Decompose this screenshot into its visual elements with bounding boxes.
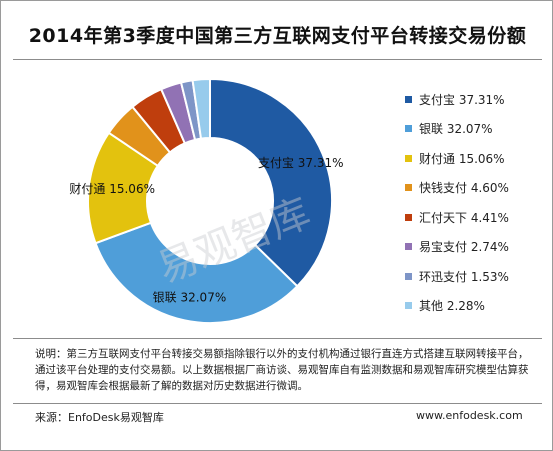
legend-item-3: 快钱支付 4.60% bbox=[405, 179, 509, 197]
legend-item-5: 易宝支付 2.74% bbox=[405, 238, 509, 256]
legend-swatch-7 bbox=[405, 302, 412, 309]
chart-title: 2014年第3季度中国第三方互联网支付平台转接交易份额 bbox=[28, 25, 527, 47]
legend-swatch-0 bbox=[405, 95, 412, 103]
legend-swatch-6 bbox=[405, 272, 412, 280]
legend-swatch-5 bbox=[405, 243, 412, 250]
data-label-1: 银联 32.07% bbox=[153, 290, 227, 304]
legend-swatch-3 bbox=[405, 184, 412, 191]
pie-slice-7 bbox=[191, 77, 211, 140]
legend-item-4: 汇付天下 4.41% bbox=[405, 208, 509, 226]
legend-item-6: 环迅支付 1.53% bbox=[405, 267, 509, 285]
legend-item-7: 其他 2.28% bbox=[405, 297, 485, 315]
legend-swatch-1 bbox=[405, 125, 412, 132]
legend-item-0: 支付宝 37.31% bbox=[405, 90, 505, 108]
legend-label-0: 支付宝 37.31% bbox=[419, 92, 505, 107]
chart-note: 说明：第三方互联网支付平台转接交易额指除银行以外的支付机构通过银行直连方式搭建互… bbox=[35, 348, 529, 392]
legend-item-1: 银联 32.07% bbox=[405, 120, 493, 138]
data-label-2: 财付通 15.06% bbox=[69, 182, 155, 196]
legend-label-3: 快钱支付 4.60% bbox=[419, 181, 509, 195]
donut-chart: 易观智库 支付宝 37.31%银联 32.07%财付通 15.06% bbox=[69, 77, 344, 324]
legend-label-6: 环迅支付 1.53% bbox=[419, 269, 509, 284]
legend-label-4: 汇付天下 4.41% bbox=[419, 210, 509, 225]
pie-slice-1 bbox=[94, 221, 299, 324]
data-label-0: 支付宝 37.31% bbox=[258, 156, 344, 170]
title-divider bbox=[13, 59, 542, 60]
legend-item-2: 财付通 15.06% bbox=[405, 149, 505, 167]
note-divider-top bbox=[13, 338, 542, 339]
legend-label-5: 易宝支付 2.74% bbox=[419, 240, 509, 254]
legend-label-7: 其他 2.28% bbox=[419, 299, 485, 313]
legend-label-2: 财付通 15.06% bbox=[419, 151, 505, 166]
pie-slice-0 bbox=[209, 77, 333, 288]
legend-swatch-2 bbox=[405, 154, 412, 162]
website-text: www.enfodesk.com bbox=[416, 409, 523, 422]
legend-swatch-4 bbox=[405, 213, 412, 221]
legend-label-1: 银联 32.07% bbox=[419, 122, 493, 136]
source-text: 来源：EnfoDesk易观智库 bbox=[35, 411, 164, 424]
note-divider-bottom bbox=[13, 403, 542, 404]
